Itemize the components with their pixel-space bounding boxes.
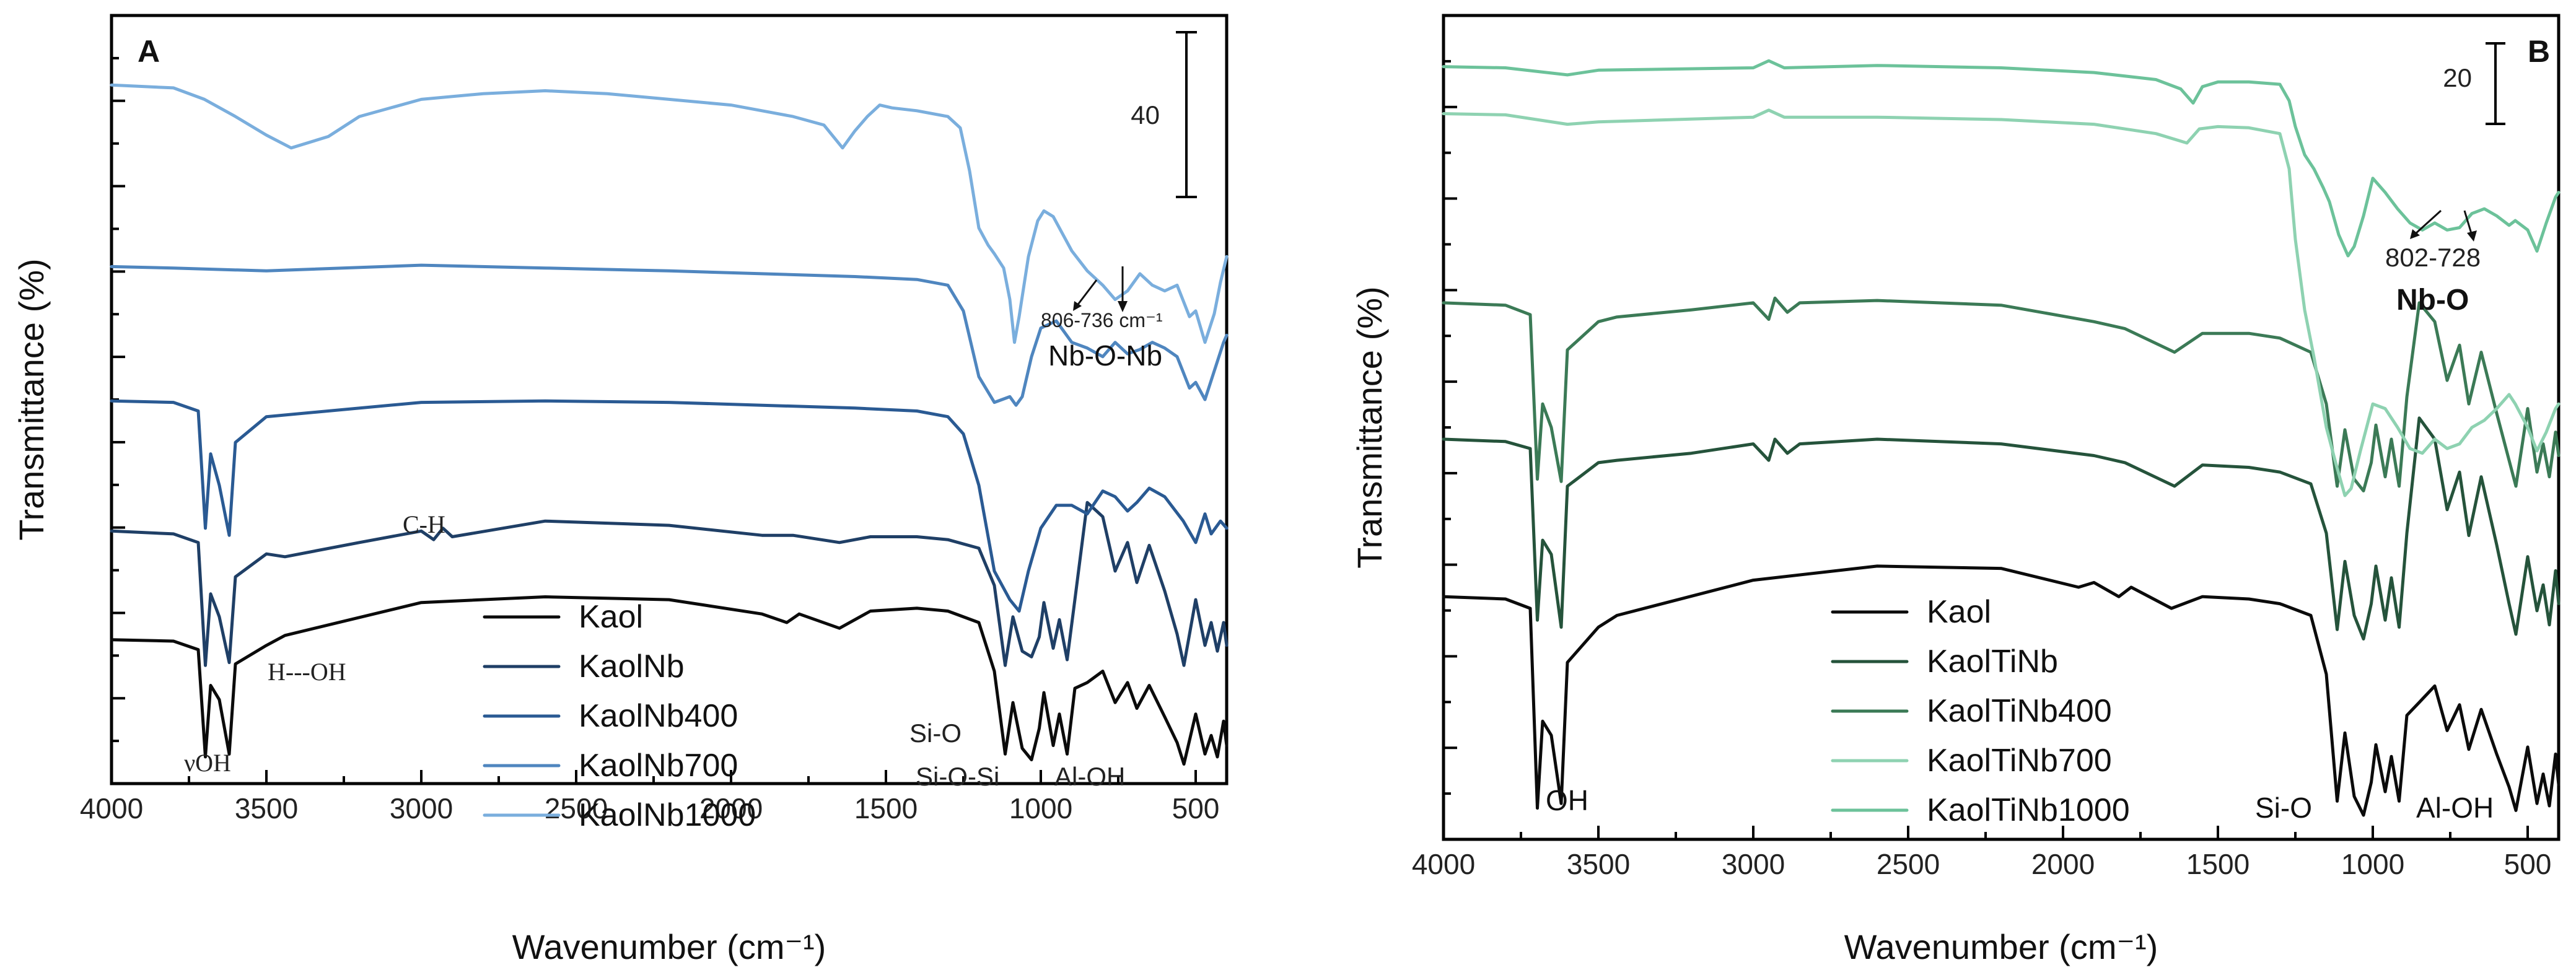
- series-kaolnb400: [110, 399, 1229, 613]
- legend-item: KaolNb700: [579, 748, 738, 784]
- panel-a-y-axis-title: Transmittance (%): [12, 258, 51, 540]
- annotation-si-o: Si-O: [2255, 792, 2312, 824]
- panel-a-series: [110, 83, 1229, 766]
- annotation-voh: νOH: [184, 749, 231, 777]
- series-kaolnb1000: [110, 83, 1229, 344]
- annotation-nb-range: 802-728: [2385, 243, 2481, 272]
- panel-b-x-axis-title: Wavenumber (cm⁻¹): [1844, 927, 2158, 966]
- panel-b-y-ticks: [1444, 59, 1457, 795]
- annotation-si-o: Si-O: [909, 719, 962, 748]
- x-tick-label: 4000: [1412, 848, 1475, 880]
- panel-a: A Transmittance (%) Wavenumber (cm⁻¹) 40…: [12, 14, 1229, 966]
- x-tick-label: 2500: [1877, 848, 1940, 880]
- panel-b-series: [1442, 59, 2561, 817]
- annotation-si-o-si: Si-O-Si: [916, 762, 999, 791]
- legend-item: KaolNb400: [579, 698, 738, 734]
- legend-item: KaolTiNb1000: [1927, 792, 2130, 828]
- panel-b-label: B: [2528, 34, 2550, 69]
- legend-item: Kaol: [579, 599, 643, 635]
- x-tick-label: 3000: [1722, 848, 1785, 880]
- annotation-nb-o: Nb-O: [2396, 284, 2469, 317]
- legend-item: Kaol: [1927, 594, 1991, 630]
- annotation-oh: OH: [1546, 784, 1588, 816]
- x-tick-label: 1500: [854, 792, 918, 824]
- x-tick-label: 3500: [1567, 848, 1630, 880]
- panel-a-scale-bar-label: 40: [1131, 100, 1160, 129]
- x-tick-label: 1000: [1009, 792, 1072, 824]
- annotation-nb-range: 806-736 cm⁻¹: [1041, 309, 1163, 331]
- x-tick-label: 2000: [699, 792, 763, 824]
- panel-a-x-axis-title: Wavenumber (cm⁻¹): [512, 927, 826, 966]
- series-kaol: [110, 595, 1229, 766]
- series-kaoltinb700: [1442, 108, 2561, 497]
- legend-item: KaolTiNb700: [1927, 743, 2112, 779]
- panel-b-scale-bar-label: 20: [2443, 63, 2472, 92]
- annotation-h-oh: H---OH: [268, 658, 346, 686]
- panel-b-x-ticks: 4000 3500 3000 2500 2000 1500 1000 500: [1412, 826, 2552, 880]
- series-kaoltinb400: [1442, 296, 2561, 492]
- legend-item: KaolTiNb400: [1927, 693, 2112, 729]
- x-tick-label: 2500: [545, 792, 608, 824]
- series-kaoltinb1000: [1442, 59, 2561, 258]
- series-kaoltinb: [1442, 416, 2561, 641]
- x-tick-label: 4000: [80, 792, 143, 824]
- series-kaolnb: [110, 501, 1229, 667]
- panel-a-legend: Kaol KaolNb KaolNb400 KaolNb700 KaolNb10…: [483, 599, 756, 833]
- x-tick-label: 1500: [2186, 848, 2250, 880]
- legend-item: KaolTiNb: [1927, 644, 2058, 680]
- annotation-al-oh: Al-OH: [1054, 762, 1125, 791]
- annotation-al-oh: Al-OH: [2416, 792, 2494, 824]
- panel-a-scale-bar: [1176, 31, 1197, 198]
- panel-b: B Transmittance (%) Wavenumber (cm⁻¹) 40…: [1350, 14, 2561, 966]
- annotation-c-h: C-H: [403, 510, 445, 538]
- annotation-nb-o-nb: Nb-O-Nb: [1048, 339, 1162, 372]
- legend-item: KaolNb1000: [579, 797, 756, 833]
- panel-b-y-axis-title: Transmittance (%): [1350, 286, 1389, 568]
- x-tick-label: 3500: [235, 792, 298, 824]
- x-tick-label: 500: [1172, 792, 1220, 824]
- legend-item: KaolNb: [579, 649, 685, 684]
- panel-a-y-ticks: [112, 56, 125, 743]
- annotation-nb-arrows: [2410, 209, 2477, 242]
- panel-a-label: A: [138, 34, 160, 69]
- x-tick-label: 2000: [2031, 848, 2095, 880]
- x-tick-label: 1000: [2341, 848, 2404, 880]
- panel-b-scale-bar: [2486, 42, 2505, 125]
- annotation-nb-arrows: [1073, 266, 1128, 312]
- x-tick-label: 500: [2504, 848, 2552, 880]
- x-tick-label: 3000: [390, 792, 453, 824]
- series-kaolnb700: [110, 263, 1229, 407]
- panel-a-x-ticks: 4000 3500 3000 2500 2000 1500 1000 500: [80, 770, 1220, 824]
- series-kaol: [1442, 564, 2561, 817]
- panel-b-legend: Kaol KaolTiNb KaolTiNb400 KaolTiNb700 Ka…: [1831, 594, 2130, 828]
